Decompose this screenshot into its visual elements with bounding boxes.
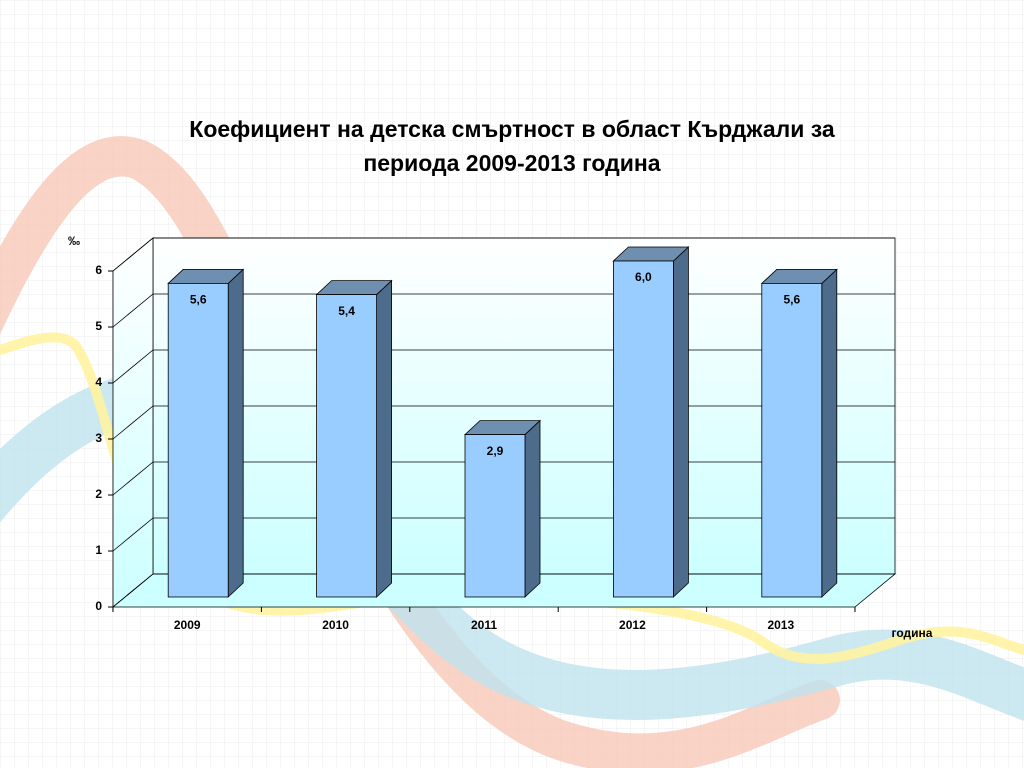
- chart-title: Коефициент на детска смъртност в област …: [189, 116, 835, 176]
- x-tick-label: 2013: [767, 618, 794, 632]
- bar-side: [376, 279, 393, 598]
- value-label: 5,6: [190, 293, 207, 307]
- value-label: 5,4: [338, 304, 355, 318]
- bar: [613, 260, 674, 598]
- x-tick-label: 2011: [471, 618, 497, 632]
- x-tick-label: 2010: [322, 618, 349, 632]
- value-label: 6,0: [635, 270, 652, 284]
- y-tick-label: 3: [95, 431, 102, 445]
- x-tick-label: 2012: [619, 618, 646, 632]
- y-tick-label: 4: [95, 375, 102, 389]
- y-tick-label: 2: [95, 487, 102, 501]
- bar: [316, 294, 378, 598]
- y-tick-label: 6: [95, 263, 102, 277]
- value-label: 2,9: [487, 444, 504, 458]
- bar-side: [524, 419, 541, 598]
- y-tick-label: 1: [95, 543, 102, 557]
- bar-side: [227, 268, 244, 598]
- value-label: 5,6: [783, 293, 800, 307]
- bar: [167, 282, 229, 598]
- x-axis-label: година: [892, 626, 933, 640]
- bar-side: [821, 268, 838, 598]
- y-tick-label: 5: [95, 319, 102, 333]
- grid-line: [112, 237, 895, 272]
- bar-side: [673, 246, 689, 598]
- bar: [464, 434, 526, 598]
- bar: [761, 282, 823, 598]
- x-tick-label: 2009: [174, 618, 201, 632]
- y-tick-label: 0: [95, 599, 102, 613]
- y-axis-label: ‰: [68, 234, 80, 248]
